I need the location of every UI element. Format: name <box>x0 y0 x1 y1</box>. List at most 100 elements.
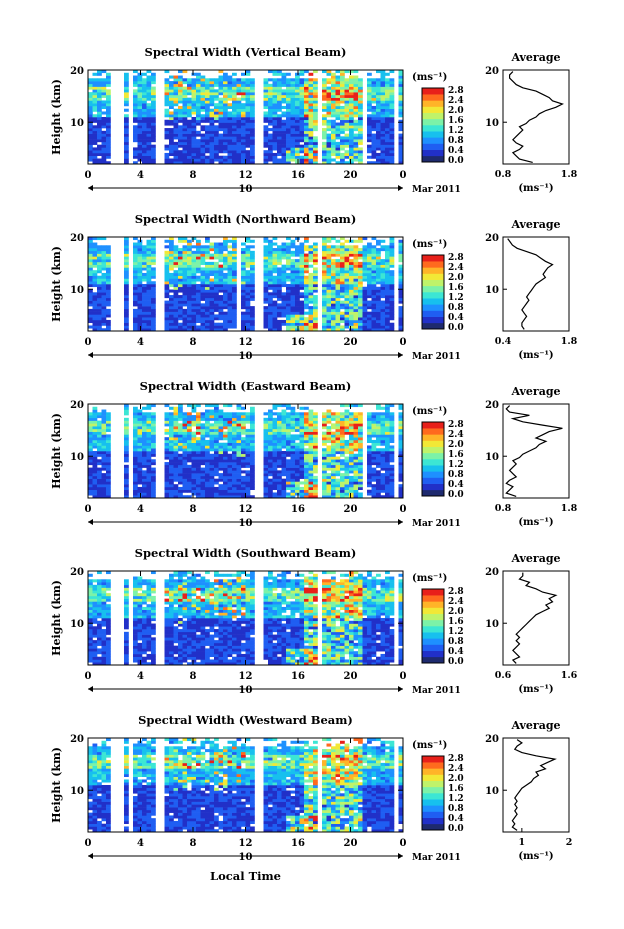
heatmap-cell <box>173 319 179 323</box>
heatmap-cell <box>263 467 269 471</box>
heatmap-cell <box>371 306 377 310</box>
heatmap-cell <box>137 464 143 468</box>
heatmap-cell <box>241 152 246 156</box>
heatmap-cell <box>286 117 291 121</box>
heatmap-cell <box>178 489 183 493</box>
heatmap-cell <box>124 117 129 121</box>
heatmap-cell <box>164 423 170 427</box>
heatmap-cell <box>173 445 179 449</box>
heatmap-cell <box>92 117 98 121</box>
heatmap-cell <box>196 415 201 419</box>
heatmap-cell <box>331 81 336 85</box>
heatmap-cell <box>101 459 107 463</box>
heatmap-cell <box>187 459 192 463</box>
heatmap-cell <box>349 161 354 165</box>
heatmap-cell <box>268 136 273 140</box>
heatmap-cell <box>209 152 215 156</box>
heatmap-cell <box>142 295 147 299</box>
heatmap-cell <box>92 108 98 112</box>
heatmap-cell <box>106 270 111 274</box>
heatmap-cell <box>200 78 206 82</box>
heatmap-cell <box>218 437 224 441</box>
heatmap-cell <box>277 478 282 482</box>
heatmap-cell <box>214 286 219 290</box>
heatmap-cell <box>385 89 390 93</box>
heatmap-cell <box>286 161 291 165</box>
heatmap-cell <box>340 272 345 276</box>
heatmap-cell <box>371 89 377 93</box>
heatmap-cell <box>146 484 152 488</box>
heatmap-cell <box>187 297 192 301</box>
heatmap-cell <box>169 275 174 279</box>
heatmap-cell <box>349 322 354 326</box>
heatmap-cell <box>241 259 246 263</box>
heatmap-cell <box>232 434 237 438</box>
heatmap-cell <box>241 322 246 326</box>
heatmap-cell <box>268 462 273 466</box>
heatmap-cell <box>304 155 309 159</box>
heatmap-cell <box>272 451 278 455</box>
heatmap-cell <box>205 139 210 143</box>
heatmap-cell <box>304 289 309 293</box>
heatmap-cell <box>353 303 359 307</box>
heatmap-cell <box>385 119 390 123</box>
heatmap-cell <box>178 492 183 496</box>
heatmap-cell <box>362 297 368 301</box>
heatmap-cell <box>344 239 350 243</box>
heatmap-cell <box>146 292 152 296</box>
heatmap-cell <box>200 462 206 466</box>
heatmap-cell <box>268 158 273 162</box>
heatmap-cell <box>88 119 93 123</box>
heatmap-cell <box>371 267 377 271</box>
heatmap-cell <box>241 111 246 115</box>
heatmap-cell <box>142 261 147 265</box>
heatmap-cell <box>196 481 201 485</box>
heatmap-cell <box>389 286 395 290</box>
heatmap-cell <box>191 122 197 126</box>
heatmap-cell <box>200 114 206 118</box>
heatmap-cell <box>209 325 215 329</box>
heatmap-cell <box>205 426 210 430</box>
heatmap-cell <box>277 308 282 312</box>
heatmap-cell <box>295 437 300 441</box>
heatmap-cell <box>286 267 291 271</box>
heatmap-cell <box>92 431 98 435</box>
heatmap-cell <box>281 453 287 457</box>
heatmap-cell <box>331 86 336 90</box>
heatmap-cell <box>398 141 404 145</box>
heatmap-cell <box>299 464 305 468</box>
heatmap-cell <box>92 139 98 143</box>
heatmap-cell <box>227 470 233 474</box>
heatmap-cell <box>191 409 197 413</box>
heatmap-cell <box>272 155 278 159</box>
heatmap-cell <box>277 292 282 296</box>
heatmap-cell <box>196 420 201 424</box>
heatmap-cell <box>218 495 224 499</box>
heatmap-cell <box>353 78 359 82</box>
heatmap-cell <box>299 317 305 321</box>
heatmap-cell <box>389 264 395 268</box>
heatmap-cell <box>376 239 381 243</box>
heatmap-cell <box>308 250 314 254</box>
heatmap-cell <box>142 453 147 457</box>
heatmap-cell <box>169 284 174 288</box>
heatmap-cell <box>371 139 377 143</box>
heatmap-cell <box>124 239 129 243</box>
heatmap-cell <box>263 451 269 455</box>
heatmap-cell <box>353 75 359 79</box>
heatmap-cell <box>398 289 404 293</box>
heatmap-cell <box>277 489 282 493</box>
heatmap-cell <box>295 486 300 490</box>
heatmap-cell <box>200 284 206 288</box>
heatmap-cell <box>380 328 386 332</box>
heatmap-cell <box>187 428 192 432</box>
heatmap-cell <box>92 103 98 107</box>
heatmap-cell <box>164 261 170 265</box>
heatmap-cell <box>178 409 183 413</box>
heatmap-cell <box>200 256 206 260</box>
heatmap-cell <box>286 406 291 410</box>
heatmap-cell <box>250 122 255 126</box>
heatmap-cell <box>169 308 174 312</box>
heatmap-cell <box>389 245 395 249</box>
heatmap-cell <box>398 147 404 151</box>
